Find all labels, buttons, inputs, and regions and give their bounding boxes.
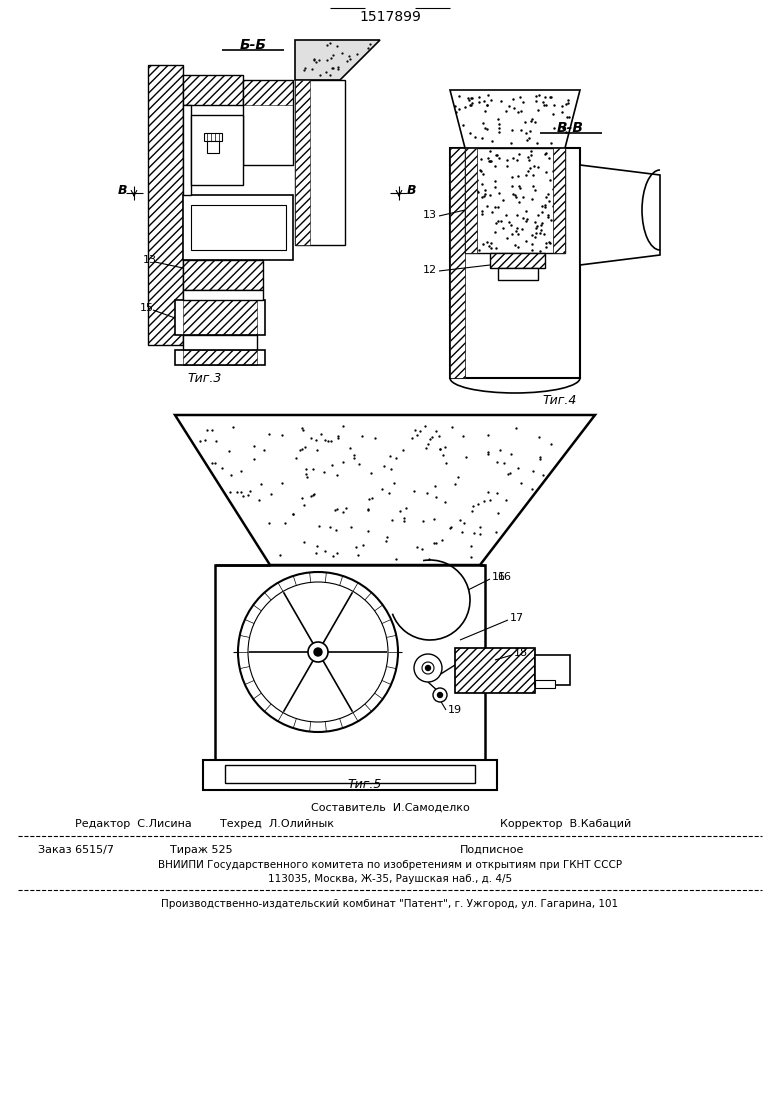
- Bar: [243, 81, 293, 105]
- Bar: [203, 760, 497, 790]
- Bar: [183, 260, 263, 290]
- Bar: [175, 300, 265, 335]
- Text: В-В: В-В: [556, 121, 583, 135]
- Bar: [295, 81, 310, 245]
- Bar: [535, 655, 570, 685]
- Text: 17: 17: [510, 613, 524, 623]
- Text: 16: 16: [498, 572, 512, 582]
- Text: B: B: [406, 184, 416, 197]
- Bar: [243, 81, 293, 165]
- Text: Подписное: Подписное: [460, 845, 524, 855]
- Bar: [490, 253, 545, 268]
- Text: 19: 19: [448, 705, 462, 715]
- Bar: [204, 133, 222, 141]
- Bar: [183, 75, 243, 105]
- Bar: [183, 125, 243, 144]
- Circle shape: [248, 582, 388, 722]
- Bar: [535, 681, 555, 688]
- Text: Составитель  И.Самоделко: Составитель И.Самоделко: [310, 803, 470, 813]
- Text: 18: 18: [514, 647, 528, 658]
- Circle shape: [314, 647, 322, 656]
- Circle shape: [414, 654, 442, 682]
- Bar: [183, 290, 263, 300]
- Text: 1517899: 1517899: [359, 10, 421, 24]
- Text: B: B: [117, 184, 126, 197]
- Text: Производственно-издательский комбинат "Патент", г. Ужгород, ул. Гагарина, 101: Производственно-издательский комбинат "П…: [161, 899, 619, 909]
- Text: 16: 16: [492, 572, 506, 582]
- Bar: [183, 75, 243, 105]
- Text: Редактор  С.Лисина: Редактор С.Лисина: [75, 820, 192, 829]
- Text: 12: 12: [423, 265, 437, 275]
- Bar: [455, 647, 535, 693]
- Bar: [183, 195, 293, 260]
- Bar: [450, 148, 580, 378]
- Text: 113035, Москва, Ж-35, Раушская наб., д. 4/5: 113035, Москва, Ж-35, Раушская наб., д. …: [268, 874, 512, 884]
- Circle shape: [422, 662, 434, 674]
- Circle shape: [238, 572, 398, 732]
- Circle shape: [438, 693, 442, 697]
- Bar: [148, 65, 183, 345]
- Bar: [183, 260, 263, 290]
- Circle shape: [433, 688, 447, 702]
- Bar: [295, 81, 345, 245]
- Bar: [183, 300, 257, 335]
- Circle shape: [308, 642, 328, 662]
- Text: Τиг.3: Τиг.3: [188, 372, 222, 385]
- Bar: [465, 148, 477, 253]
- Bar: [225, 765, 475, 783]
- Bar: [465, 148, 565, 253]
- Bar: [450, 148, 465, 378]
- Polygon shape: [175, 415, 595, 565]
- Text: Тираж 525: Тираж 525: [170, 845, 232, 855]
- Text: 13: 13: [423, 210, 437, 219]
- Bar: [183, 350, 257, 365]
- Text: 13: 13: [143, 255, 157, 265]
- Bar: [191, 115, 243, 185]
- Circle shape: [426, 665, 431, 671]
- Bar: [215, 565, 485, 760]
- Text: Τиг.5: Τиг.5: [348, 778, 382, 791]
- Bar: [183, 125, 243, 144]
- Bar: [207, 141, 219, 153]
- Polygon shape: [580, 165, 660, 265]
- Bar: [455, 647, 535, 693]
- Polygon shape: [450, 90, 580, 148]
- Text: 15: 15: [140, 303, 154, 313]
- Bar: [191, 205, 286, 250]
- Bar: [498, 268, 538, 280]
- Bar: [183, 105, 191, 195]
- Text: Техред  Л.Олийнык: Техред Л.Олийнык: [220, 820, 334, 829]
- Text: Корректор  В.Кабаций: Корректор В.Кабаций: [500, 820, 631, 829]
- Text: Заказ 6515/7: Заказ 6515/7: [38, 845, 114, 855]
- Text: Τиг.4: Τиг.4: [543, 394, 577, 407]
- Text: Б-Б: Б-Б: [239, 38, 267, 52]
- Bar: [490, 253, 545, 268]
- Bar: [553, 148, 565, 253]
- Text: ВНИИПИ Государственного комитета по изобретениям и открытиям при ГКНТ СССР: ВНИИПИ Государственного комитета по изоб…: [158, 860, 622, 870]
- Bar: [148, 65, 183, 345]
- Bar: [183, 335, 257, 350]
- Bar: [175, 350, 265, 365]
- Polygon shape: [295, 40, 380, 81]
